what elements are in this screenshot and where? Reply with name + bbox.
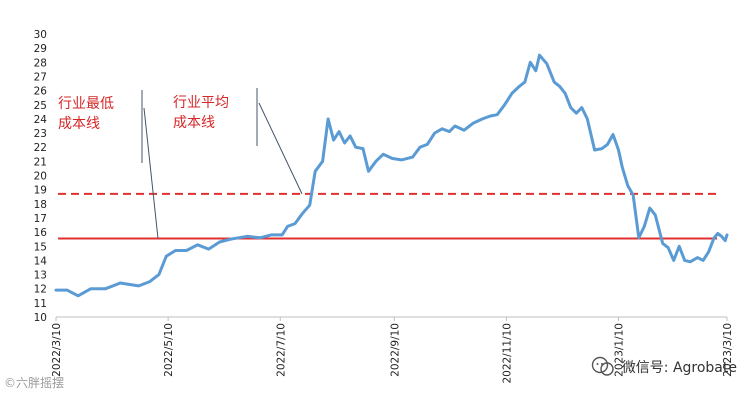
wechat-icon xyxy=(591,356,614,376)
y-tick-label: 28 xyxy=(34,57,47,69)
y-tick-label: 23 xyxy=(34,128,47,140)
y-tick-label: 22 xyxy=(34,142,47,154)
y-tick-label: 27 xyxy=(34,71,47,83)
reference-lines xyxy=(58,192,717,240)
annotation-pointers xyxy=(141,88,303,239)
y-tick-label: 14 xyxy=(34,255,48,267)
annotation-label: 行业最低 xyxy=(58,96,114,112)
y-tick-label: 24 xyxy=(34,114,48,126)
x-axis: 2022/3/10 2022/5/10 2022/7/10 2022/9/10 2022… xyxy=(51,316,734,384)
y-tick-label: 21 xyxy=(34,156,47,168)
annotation-label: 成本线 xyxy=(58,116,100,132)
x-tick-label: 2022/7/10 xyxy=(275,323,287,377)
x-tick-label: 2022/5/10 xyxy=(163,323,175,377)
source-watermark: ©六胖摇摆 xyxy=(4,376,65,390)
y-tick-label: 20 xyxy=(34,171,47,183)
y-tick-label: 16 xyxy=(34,227,48,239)
x-tick-label: 2022/3/10 xyxy=(51,323,63,377)
annotation-pointer xyxy=(258,102,303,195)
y-tick-label: 30 xyxy=(34,29,47,41)
x-tick-label: 2022/9/10 xyxy=(389,323,401,377)
y-tick-label: 13 xyxy=(34,270,47,282)
wechat-id-text: 微信号: Agrobate xyxy=(621,360,737,376)
y-axis: 30 29 28 27 26 25 24 23 22 21 20 19 18 17 16 15 14 13 12 11… xyxy=(34,29,48,324)
annotation-label: 成本线 xyxy=(173,115,215,131)
y-tick-label: 25 xyxy=(34,100,47,112)
x-tick-label: 2023/1/10 xyxy=(614,323,626,377)
y-tick-label: 19 xyxy=(34,185,47,197)
x-tick-label: 2022/11/10 xyxy=(501,323,513,384)
annotation-label: 行业平均 xyxy=(173,95,229,111)
y-tick-label: 15 xyxy=(34,241,47,253)
x-tick-label: 2023/3/10 xyxy=(722,323,734,377)
y-tick-label: 12 xyxy=(34,284,47,296)
y-tick-label: 10 xyxy=(34,312,47,324)
y-tick-label: 29 xyxy=(34,43,47,55)
y-tick-label: 17 xyxy=(34,213,47,225)
y-tick-label: 26 xyxy=(34,86,48,98)
annotation-pointer xyxy=(143,107,159,239)
price-series xyxy=(54,53,729,298)
y-tick-label: 18 xyxy=(34,199,47,211)
wechat-watermark: 微信号: Agrobate xyxy=(590,356,737,378)
y-tick-label: 11 xyxy=(34,298,47,310)
price-line xyxy=(54,53,729,298)
